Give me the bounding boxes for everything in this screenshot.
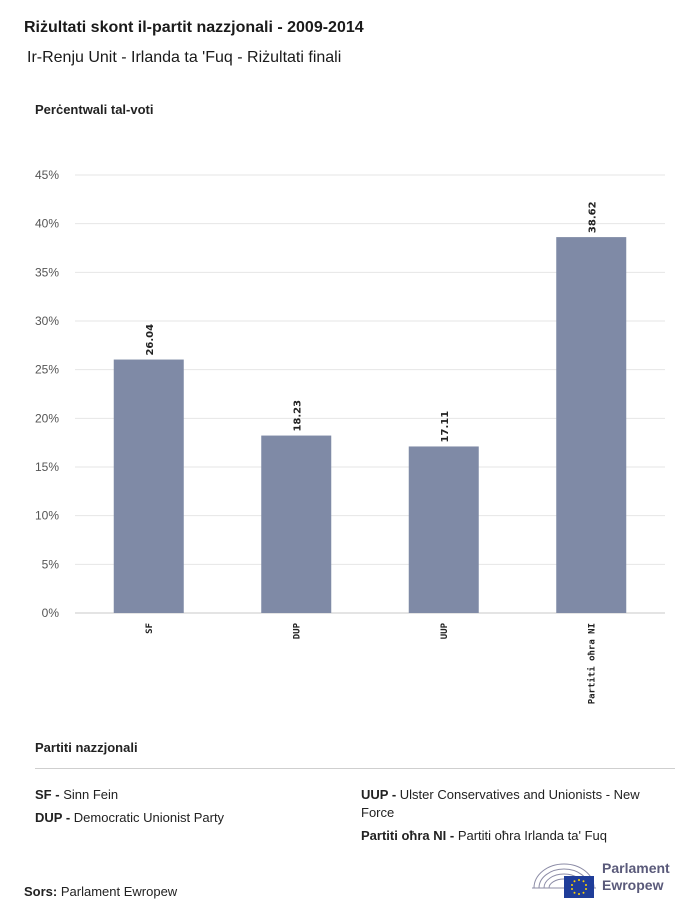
chart-subtitle: Ir-Renju Unit - Irlanda ta 'Fuq - Riżult… bbox=[27, 49, 342, 66]
y-tick-label: 45% bbox=[35, 168, 59, 182]
source-note: Sors: Parlament Ewropew bbox=[24, 884, 177, 899]
logo-text: Parlament Ewropew bbox=[602, 860, 670, 894]
y-tick-label: 5% bbox=[42, 557, 60, 571]
bar-value-label: 26.04 bbox=[145, 324, 156, 356]
legend-item-sf: SF - Sinn Fein bbox=[35, 786, 335, 804]
bar bbox=[408, 446, 479, 613]
bar bbox=[113, 359, 184, 613]
x-tick-label: UUP bbox=[440, 622, 450, 639]
logo-line-1: Parlament bbox=[602, 860, 670, 876]
source-label: Sors: bbox=[24, 884, 58, 899]
y-tick-label: 20% bbox=[35, 411, 59, 425]
legend-item-uup: UUP - Ulster Conservatives and Unionists… bbox=[361, 786, 676, 822]
bar bbox=[556, 237, 627, 613]
legend-name: Sinn Fein bbox=[63, 787, 119, 802]
x-tick-label: Partiti oħra NI bbox=[586, 623, 597, 704]
y-tick-label: 35% bbox=[35, 265, 59, 279]
legend-name: Ulster Conservatives and Unionists - New… bbox=[361, 787, 640, 820]
legend-item-dup: DUP - Democratic Unionist Party bbox=[35, 809, 335, 827]
bar-value-label: 38.62 bbox=[587, 201, 598, 233]
y-tick-label: 15% bbox=[35, 460, 59, 474]
legend-abbr: SF - bbox=[35, 787, 60, 802]
bar-value-label: 17.11 bbox=[440, 411, 451, 443]
y-tick-label: 10% bbox=[35, 509, 59, 523]
x-tick-label: DUP bbox=[292, 622, 302, 639]
bar bbox=[261, 435, 332, 613]
x-tick-label: SF bbox=[145, 623, 155, 634]
legend-name: Partiti oħra Irlanda ta' Fuq bbox=[457, 828, 607, 843]
legend-item-other: Partiti oħra NI - Partiti oħra Irlanda t… bbox=[361, 827, 676, 845]
chart-title: Riżultati skont il-partit nazzjonali - 2… bbox=[24, 19, 364, 36]
legend-abbr: UUP - bbox=[361, 787, 397, 802]
y-tick-label: 40% bbox=[35, 217, 59, 231]
source-value: Parlament Ewropew bbox=[60, 884, 178, 899]
legend-abbr: DUP - bbox=[35, 810, 71, 825]
legend-abbr: Partiti oħra NI - bbox=[361, 828, 455, 843]
bar-value-label: 18.23 bbox=[292, 400, 303, 432]
hemicycle-icon bbox=[532, 863, 596, 898]
legend-name: Democratic Unionist Party bbox=[73, 810, 225, 825]
legend-divider bbox=[35, 768, 675, 769]
legend-title: Partiti nazzjonali bbox=[35, 740, 138, 755]
bar-chart: 0% 5% 10% 15% 20% 25% 30% 35% 40% 45% 26.04 SF 18.23… bbox=[35, 168, 665, 704]
y-tick-label: 25% bbox=[35, 363, 59, 377]
logo-line-2: Ewropew bbox=[602, 877, 664, 893]
y-tick-label: 0% bbox=[42, 606, 60, 620]
parliament-logo: Parlament Ewropew bbox=[530, 858, 690, 902]
y-tick-label: 30% bbox=[35, 314, 59, 328]
y-axis-label: Perċentwali tal-voti bbox=[35, 102, 154, 117]
